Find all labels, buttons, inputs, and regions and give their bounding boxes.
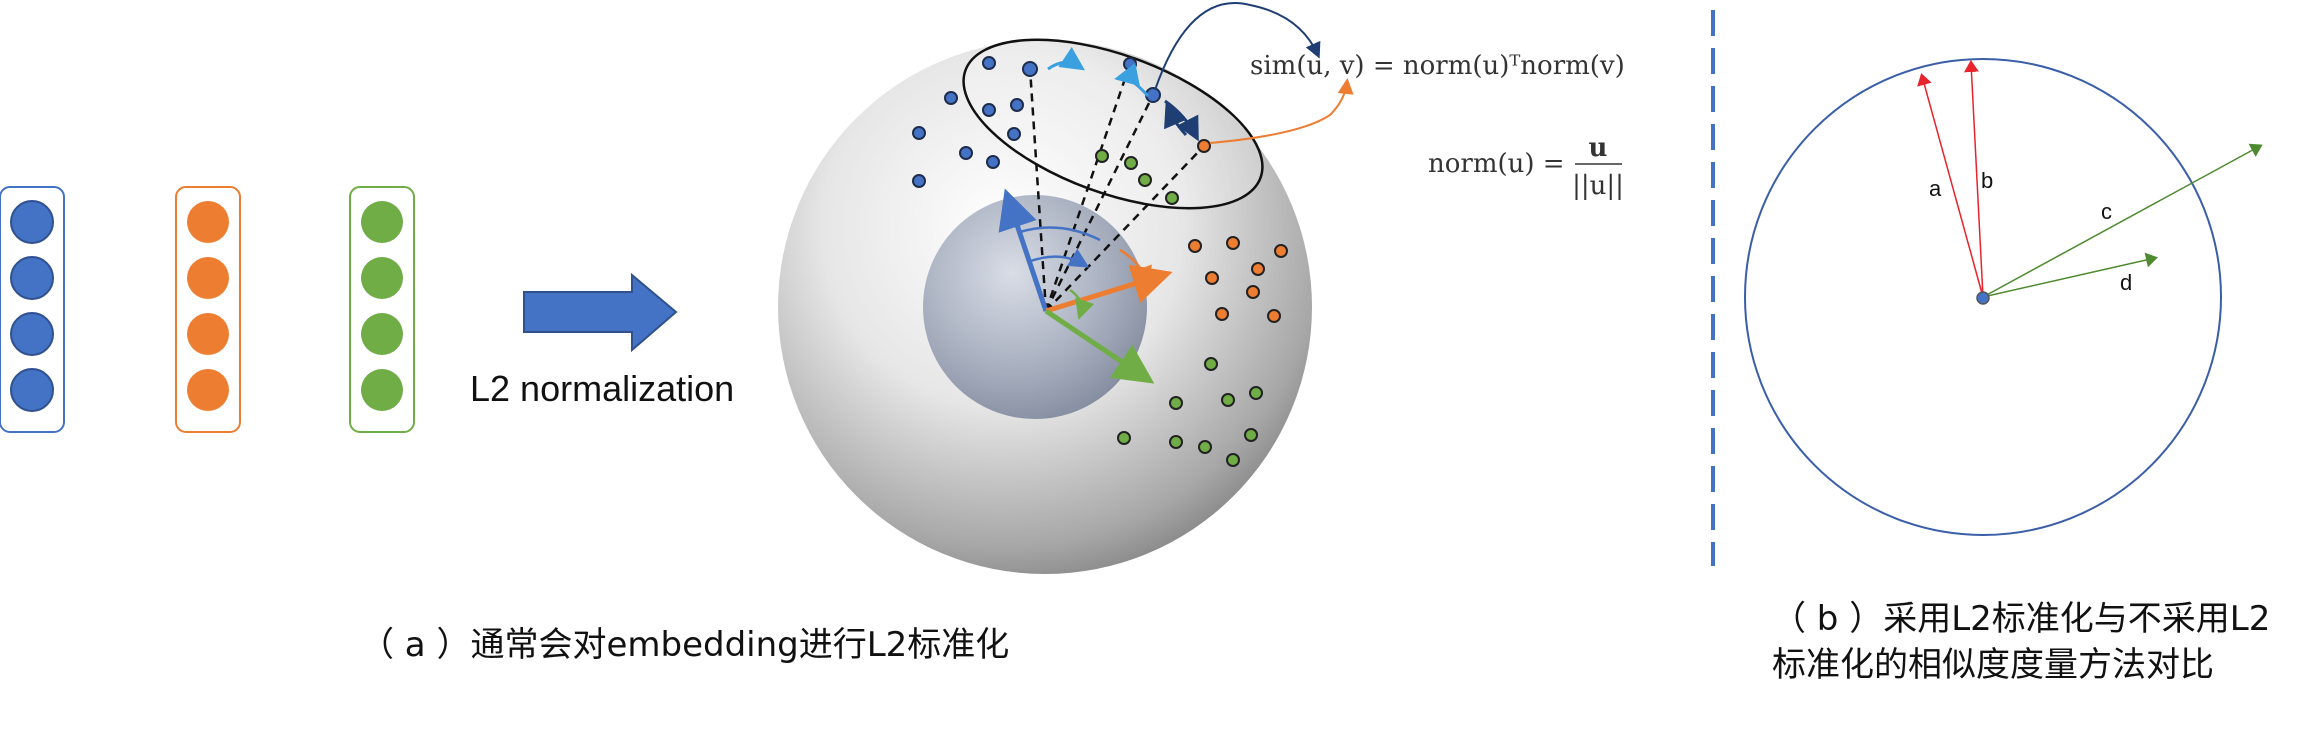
vector-labels: a b c d <box>1929 168 2132 295</box>
svg-text:u: u <box>1589 133 1608 163</box>
caption-b: （ b ）采用L2标准化与不采用L2标准化的相似度度量方法对比 <box>1772 599 2271 685</box>
unit-circle <box>1744 58 2222 536</box>
embedding-vector-orange <box>175 186 241 433</box>
label-d: d <box>2120 270 2132 295</box>
normalization-arrow <box>523 272 678 353</box>
similarity-arrows <box>1047 47 1199 142</box>
formula-similarity: sim(u, v) = norm(u)ᵀnorm(v) <box>1250 51 1625 81</box>
origin-point <box>1976 291 1990 305</box>
dashed-projection-lines <box>1028 63 1205 312</box>
label-c: c <box>2101 199 2112 224</box>
label-a: a <box>1929 176 1942 201</box>
formula-normalization: norm(u) = u ||u|| <box>1428 133 1624 201</box>
svg-text:||u||: ||u|| <box>1572 171 1624 201</box>
caption-a: （ a ）通常会对embedding进行L2标准化 <box>360 625 1010 665</box>
cluster-ellipse <box>962 38 1264 210</box>
link-arrow-blue <box>1154 2 1321 91</box>
label-b: b <box>1981 168 1993 193</box>
link-arrow-orange <box>1209 78 1354 144</box>
embedding-vector-blue <box>0 186 65 433</box>
green-points <box>1095 149 1263 467</box>
svg-text:norm(u) =: norm(u) = <box>1428 149 1565 179</box>
angle-arcs <box>1019 226 1152 320</box>
vectors-b <box>1917 60 2263 298</box>
orange-points <box>1188 139 1288 323</box>
embedding-vector-green <box>349 186 415 433</box>
l2-normalization-label: L2 normalization <box>470 368 735 409</box>
blue-points <box>912 56 1161 188</box>
